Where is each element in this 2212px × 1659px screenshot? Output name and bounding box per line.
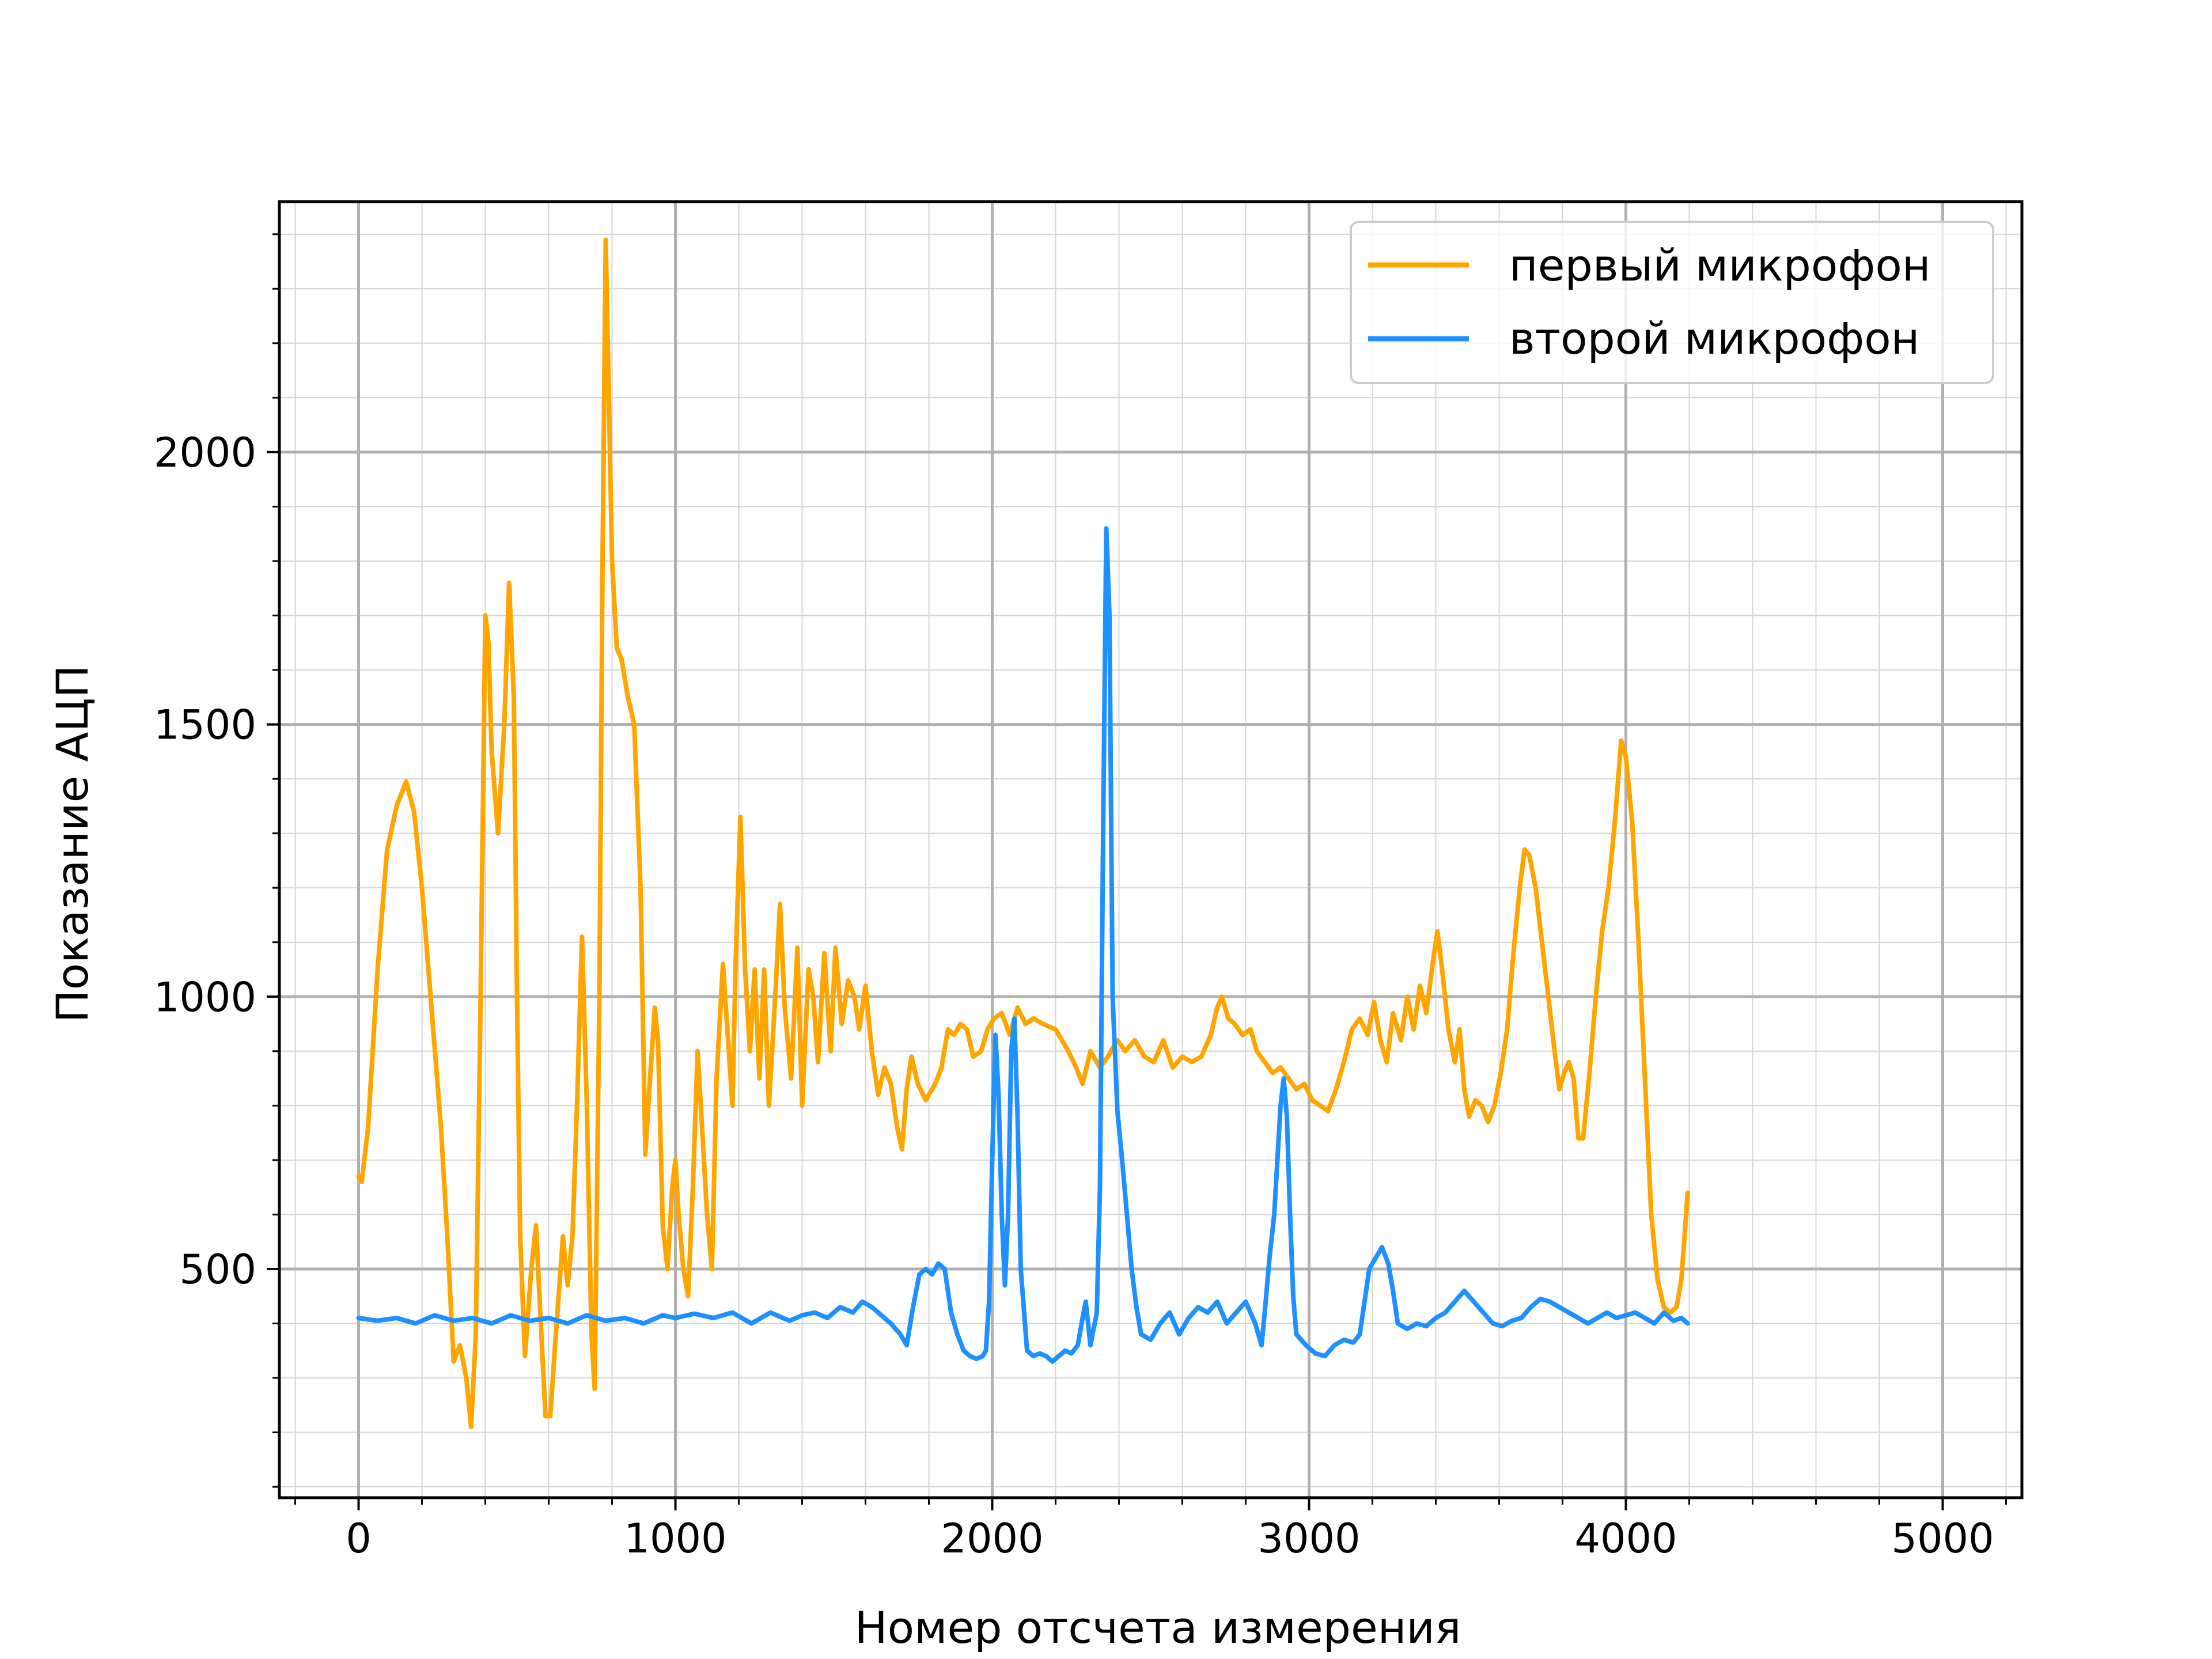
axes-frame bbox=[278, 200, 2024, 1499]
y-tick-label: 500 bbox=[179, 1246, 256, 1293]
x-tick-label: 0 bbox=[346, 1515, 372, 1562]
x-axis-label: Номер отсчета измерения bbox=[854, 1602, 1461, 1653]
y-axis-label: Показание АЦП bbox=[47, 665, 98, 1022]
legend-box bbox=[1350, 221, 1994, 384]
x-tick-label: 2000 bbox=[941, 1515, 1043, 1562]
x-tick-label: 5000 bbox=[1891, 1515, 1994, 1562]
legend: первый микрофон второй микрофон bbox=[1350, 221, 1994, 384]
legend-label-series-2: второй микрофон bbox=[1509, 313, 1919, 364]
x-tick-label: 4000 bbox=[1574, 1515, 1677, 1562]
plot-area bbox=[356, 237, 1690, 1430]
y-tick-label: 1500 bbox=[154, 702, 256, 749]
y-tick-label: 2000 bbox=[154, 429, 256, 476]
x-tick-label: 3000 bbox=[1257, 1515, 1360, 1562]
series-line-2 bbox=[356, 526, 1690, 1364]
x-tick-label: 1000 bbox=[624, 1515, 726, 1562]
legend-label-series-1: первый микрофон bbox=[1509, 240, 1931, 291]
y-tick-label: 1000 bbox=[154, 974, 256, 1021]
major-grid bbox=[279, 202, 2022, 1498]
series-line-1 bbox=[356, 237, 1690, 1430]
tick-labels: 0 1000 2000 3000 4000 5000 500 1000 1500 2000 bbox=[154, 429, 1994, 1562]
axis-ticks bbox=[267, 233, 2007, 1510]
